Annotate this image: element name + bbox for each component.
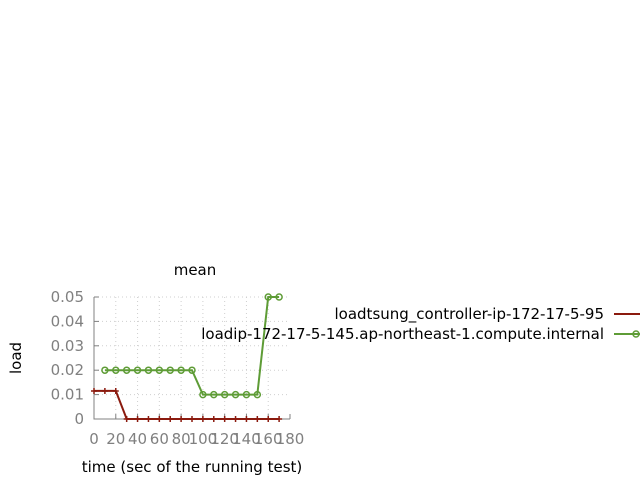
x-tick-label: 180 <box>276 430 305 448</box>
y-tick-label: 0.05 <box>51 288 84 306</box>
x-tick-label: 20 <box>106 430 125 448</box>
data-point <box>243 416 249 422</box>
data-point <box>145 416 151 422</box>
data-point <box>102 388 108 394</box>
series-line-1 <box>105 297 279 395</box>
data-point <box>200 416 206 422</box>
y-axis-label: load <box>7 342 25 374</box>
x-tick-label: 40 <box>128 430 147 448</box>
chart-title: mean <box>174 261 217 279</box>
data-point <box>124 416 130 422</box>
data-point <box>276 416 282 422</box>
legend-label: loadtsung_controller-ip-172-17-5-95 <box>335 305 605 324</box>
legend-label: loadip-172-17-5-145.ap-northeast-1.compu… <box>201 325 604 343</box>
data-point <box>135 416 141 422</box>
x-tick-label: 60 <box>150 430 169 448</box>
y-tick-label: 0.01 <box>51 386 84 404</box>
data-point <box>254 416 260 422</box>
data-point <box>233 416 239 422</box>
y-tick-label: 0 <box>74 410 84 428</box>
data-point <box>167 416 173 422</box>
legend-entry-compute-node: loadip-172-17-5-145.ap-northeast-1.compu… <box>201 325 640 343</box>
data-point <box>113 388 119 394</box>
series <box>91 294 282 422</box>
data-point <box>222 416 228 422</box>
data-point <box>91 388 97 394</box>
data-point <box>178 416 184 422</box>
x-tick-label: 0 <box>89 430 99 448</box>
data-point <box>211 416 217 422</box>
data-point <box>156 416 162 422</box>
data-point <box>265 416 271 422</box>
legend-entry-tsung-controller: loadtsung_controller-ip-172-17-5-95 <box>335 305 640 324</box>
y-axis: 0 0.01 0.02 0.03 0.04 0.05 <box>51 288 99 428</box>
data-point <box>189 416 195 422</box>
x-axis-label: time (sec of the running test) <box>82 458 303 476</box>
y-tick-label: 0.03 <box>51 337 84 355</box>
y-tick-label: 0.02 <box>51 361 84 379</box>
y-tick-label: 0.04 <box>51 312 84 330</box>
